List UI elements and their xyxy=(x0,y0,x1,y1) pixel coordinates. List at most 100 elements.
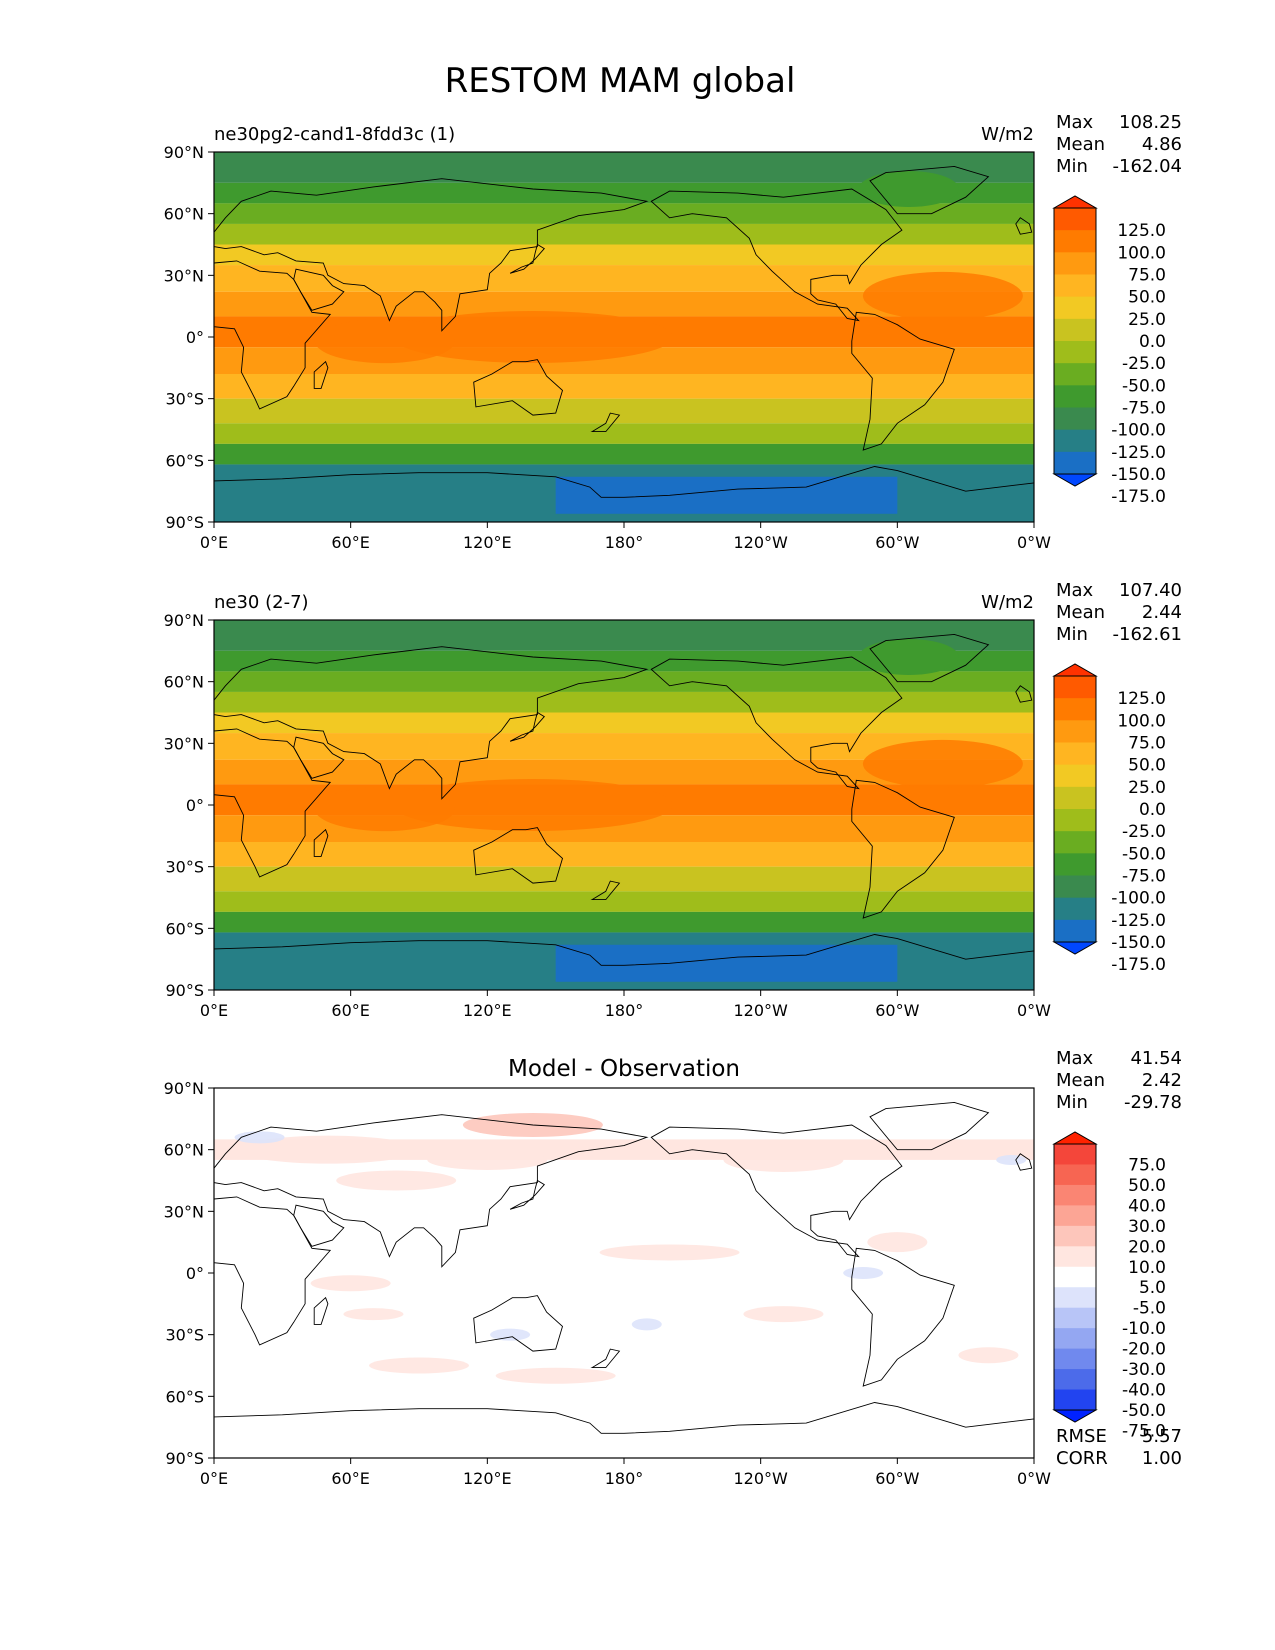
coastline xyxy=(213,260,332,410)
colorbar-label: -100.0 xyxy=(1111,889,1166,909)
stat-value: 4.86 xyxy=(1142,134,1182,155)
colorbar-segment xyxy=(1054,919,1096,943)
field-band xyxy=(214,398,1034,424)
colorbar-extend-top xyxy=(1052,195,1098,209)
coastline xyxy=(869,1101,990,1151)
colorbar-label: 125.0 xyxy=(1117,221,1166,241)
x-tick-label: 180° xyxy=(605,533,644,552)
x-tick-label: 0°E xyxy=(200,533,228,552)
x-tick-label: 60°W xyxy=(875,1001,919,1020)
map-field xyxy=(214,620,1034,990)
x-tick-label: 0°W xyxy=(1017,1001,1051,1020)
stat-label: Max xyxy=(1056,112,1094,133)
colorbar-segment xyxy=(1054,1205,1096,1227)
field-band xyxy=(214,223,1034,245)
colorbar-segment xyxy=(1054,1389,1096,1411)
colorbar-segment xyxy=(1054,676,1096,699)
colorbar-label: 75.0 xyxy=(1128,734,1166,754)
y-tick-label: 90°S xyxy=(165,513,204,532)
y-tick-label: 30°N xyxy=(164,266,204,285)
y-tick-label: 60°S xyxy=(165,1387,204,1406)
x-tick-label: 0°W xyxy=(1017,533,1051,552)
panel-center-title: Model - Observation xyxy=(508,1056,740,1082)
field-band xyxy=(214,182,1034,204)
y-tick-label: 30°S xyxy=(165,1326,204,1345)
field-region xyxy=(490,1328,531,1341)
colorbar-label: 100.0 xyxy=(1117,243,1166,263)
colorbar-extend-top xyxy=(1052,1131,1098,1145)
x-tick-label: 120°W xyxy=(733,1001,788,1020)
field-band xyxy=(214,1088,1034,1119)
coastline xyxy=(590,1348,621,1369)
colorbar-segment xyxy=(1054,385,1096,408)
field-region xyxy=(996,1154,1027,1165)
colorbar-segment xyxy=(1054,341,1096,364)
y-tick-label: 30°S xyxy=(165,858,204,877)
field-band xyxy=(214,443,1034,465)
colorbar-label: -175.0 xyxy=(1111,955,1166,975)
colorbar-label: 0.0 xyxy=(1139,332,1166,352)
corr-label: CORR xyxy=(1056,1448,1108,1469)
colorbar-label: -75.0 xyxy=(1122,867,1166,887)
y-tick-label: 30°N xyxy=(164,1202,204,1221)
colorbar-label: 50.0 xyxy=(1128,756,1166,776)
colorbar-label: 0.0 xyxy=(1139,800,1166,820)
x-tick-label: 0°W xyxy=(1017,1469,1051,1488)
y-tick-label: 90°S xyxy=(165,1449,204,1468)
coastline xyxy=(313,360,329,389)
coastline xyxy=(293,736,345,779)
field-region xyxy=(631,1318,662,1331)
map-panel: 0°E 60°E 120°E 180° 120°W 60°W 0°W 90°N 60°N 30°N… xyxy=(164,580,1182,1020)
field-region xyxy=(495,1367,616,1384)
field-band xyxy=(214,1334,1034,1360)
x-tick-label: 60°W xyxy=(875,1469,919,1488)
colorbar-segment xyxy=(1054,742,1096,766)
field-region xyxy=(858,639,959,675)
coastline xyxy=(1015,685,1033,703)
field-region xyxy=(314,319,455,364)
field-band xyxy=(214,650,1034,672)
coastline xyxy=(509,243,545,274)
coastlines xyxy=(213,633,1035,966)
colorbar-segment xyxy=(1054,252,1096,275)
colorbar-label: -50.0 xyxy=(1122,1401,1166,1421)
stat-label: Min xyxy=(1056,624,1088,645)
field-band xyxy=(214,203,1034,224)
y-tick-label: 90°N xyxy=(164,611,204,630)
colorbar-segment xyxy=(1054,1348,1096,1370)
panel-units: W/m2 xyxy=(981,124,1034,145)
colorbar-extend-bottom xyxy=(1052,1409,1098,1423)
stat-label: Mean xyxy=(1056,602,1105,623)
colorbar-label: -75.0 xyxy=(1122,1421,1166,1441)
stat-value: 41.54 xyxy=(1130,1048,1182,1069)
colorbar-segment xyxy=(1054,1184,1096,1206)
colorbar-label: 50.0 xyxy=(1128,1176,1166,1196)
stat-value: 107.40 xyxy=(1119,580,1182,601)
field-band xyxy=(214,244,1034,266)
field-band xyxy=(214,374,1034,399)
colorbar-label: 50.0 xyxy=(1128,288,1166,308)
map-field xyxy=(214,1088,1034,1458)
colorbar-label: -150.0 xyxy=(1111,465,1166,485)
y-tick-label: 60°N xyxy=(164,1141,204,1160)
colorbar-segment xyxy=(1054,698,1096,721)
x-tick-label: 120°E xyxy=(463,1469,512,1488)
field-region xyxy=(555,476,898,514)
rmse-value: 5.57 xyxy=(1142,1426,1182,1447)
field-band xyxy=(214,1421,1034,1458)
colorbar-segment xyxy=(1054,786,1096,810)
colorbar-label: -150.0 xyxy=(1111,933,1166,953)
colorbar-segment xyxy=(1054,208,1096,231)
colorbar-label: 5.0 xyxy=(1139,1278,1166,1298)
coastline xyxy=(869,165,990,215)
colorbar-segment xyxy=(1054,853,1096,876)
stat-label: Mean xyxy=(1056,134,1105,155)
coastline xyxy=(509,1179,545,1210)
x-tick-label: 120°W xyxy=(733,533,788,552)
coastlines xyxy=(213,1101,1035,1434)
colorbar-label: 10.0 xyxy=(1128,1258,1166,1278)
x-tick-label: 0°E xyxy=(200,1001,228,1020)
colorbar-label: 75.0 xyxy=(1128,1155,1166,1175)
